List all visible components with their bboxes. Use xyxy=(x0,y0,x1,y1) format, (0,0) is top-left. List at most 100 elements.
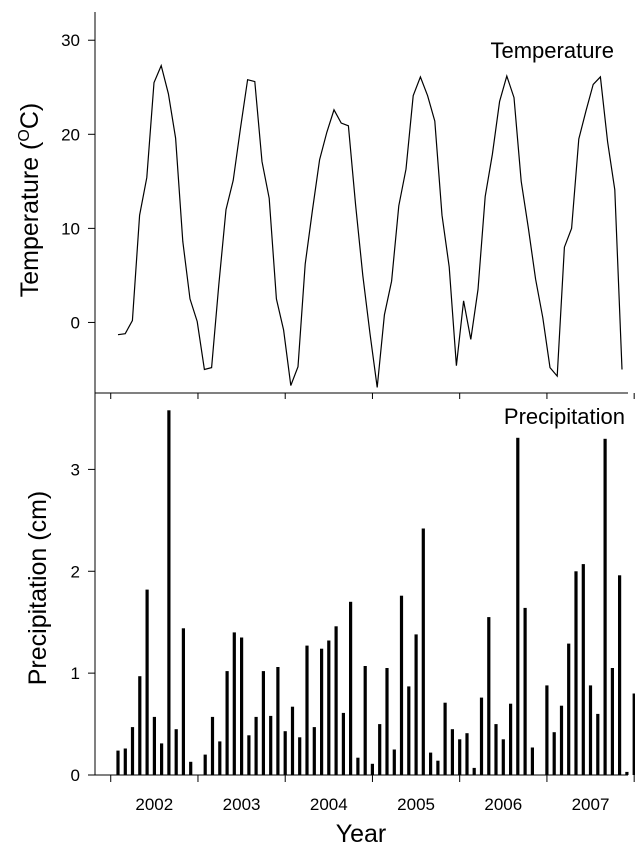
precipitation-bar xyxy=(465,733,469,775)
precipitation-bar xyxy=(392,749,396,775)
precipitation-bar xyxy=(509,703,513,775)
precipitation-bar xyxy=(240,637,244,775)
precipitation-bar xyxy=(269,715,273,775)
precipitation-bar xyxy=(501,739,505,775)
year-label: 2007 xyxy=(572,795,610,814)
precipitation-bar xyxy=(254,716,258,775)
precipitation-bar xyxy=(349,601,353,775)
precipitation-bar xyxy=(632,693,635,775)
precipitation-bar xyxy=(203,754,207,775)
temperature-y-tick-label: 30 xyxy=(61,31,80,50)
year-label: 2002 xyxy=(135,795,173,814)
precipitation-panel-title: Precipitation xyxy=(504,404,625,429)
precipitation-bar xyxy=(429,752,433,775)
temperature-y-label-text: Temperature ( xyxy=(16,141,44,297)
precipitation-bar xyxy=(450,729,454,775)
precipitation-bar xyxy=(610,668,614,775)
precipitation-bar xyxy=(152,716,156,775)
precipitation-bar xyxy=(290,706,295,775)
precipitation-bar xyxy=(298,737,302,775)
temperature-x-ticks xyxy=(110,393,635,399)
precipitation-y-tick-label: 0 xyxy=(71,766,80,785)
precipitation-x-ticks xyxy=(110,775,635,782)
x-axis-label: Year xyxy=(336,820,387,848)
precipitation-bar xyxy=(472,767,476,775)
precipitation-bar xyxy=(356,757,360,775)
precipitation-bar xyxy=(305,645,309,775)
precipitation-bar xyxy=(530,747,534,775)
precipitation-bar xyxy=(167,410,171,775)
precipitation-bar xyxy=(145,589,149,775)
precipitation-bar xyxy=(218,741,222,775)
precipitation-bar xyxy=(174,729,178,775)
precipitation-bar xyxy=(588,685,593,775)
precipitation-bar xyxy=(596,713,600,775)
year-label: 2005 xyxy=(397,795,435,814)
precipitation-bar xyxy=(625,771,629,775)
precipitation-bar xyxy=(479,697,484,775)
temperature-y-label-unit: C) xyxy=(16,103,44,129)
precipitation-y-tick-label: 1 xyxy=(71,664,80,683)
precipitation-bar xyxy=(320,648,324,775)
precipitation-panel: 0 1 2 3 2002 2003 2004 2005 2006 2007 Precipitat… xyxy=(24,393,635,848)
precipitation-bar xyxy=(487,617,491,775)
precipitation-bar xyxy=(603,438,607,775)
precipitation-bar xyxy=(312,727,316,775)
precipitation-bar xyxy=(516,437,520,775)
temperature-y-tick-label: 20 xyxy=(61,125,80,144)
precipitation-y-axis-label: Precipitation (cm) xyxy=(24,491,52,686)
temperature-y-tick-label: 0 xyxy=(71,313,80,332)
precipitation-bar xyxy=(443,702,447,775)
precipitation-bar xyxy=(225,671,229,775)
precipitation-bar xyxy=(261,671,265,775)
precipitation-bar xyxy=(399,595,404,775)
precipitation-y-tick-label: 2 xyxy=(71,562,80,581)
precipitation-bar xyxy=(363,666,367,775)
precipitation-bar xyxy=(247,735,251,775)
temperature-y-label-sup: O xyxy=(16,129,33,141)
precipitation-bars xyxy=(116,410,635,775)
precipitation-bar xyxy=(334,626,338,775)
precipitation-bar xyxy=(559,705,564,775)
year-label: 2006 xyxy=(484,795,522,814)
precipitation-bar xyxy=(494,724,498,775)
precipitation-bar xyxy=(130,727,135,775)
precipitation-bar xyxy=(123,748,127,775)
temperature-panel-title: Temperature xyxy=(490,38,614,63)
precipitation-bar xyxy=(414,634,418,775)
year-label: 2004 xyxy=(310,795,348,814)
precipitation-bar xyxy=(574,571,578,775)
precipitation-bar xyxy=(232,632,236,775)
precipitation-bar xyxy=(421,528,425,775)
year-label: 2003 xyxy=(223,795,261,814)
precipitation-bar xyxy=(210,716,215,775)
precipitation-bar xyxy=(283,731,287,775)
precipitation-bar xyxy=(327,640,331,775)
precipitation-bar xyxy=(189,761,193,775)
temperature-y-axis-label: Temperature (OC) xyxy=(16,103,44,297)
precipitation-bar xyxy=(458,739,462,775)
precipitation-bar xyxy=(370,763,374,775)
precipitation-bar xyxy=(436,760,440,775)
precipitation-bar xyxy=(407,686,411,775)
year-labels: 2002 2003 2004 2005 2006 2007 xyxy=(135,795,609,814)
temperature-series-line xyxy=(117,63,623,388)
precipitation-bar xyxy=(181,628,185,775)
precipitation-bar xyxy=(378,724,382,775)
precipitation-bar xyxy=(116,750,120,775)
precipitation-bar xyxy=(545,685,549,775)
precipitation-bar xyxy=(138,676,142,775)
precipitation-bar xyxy=(552,732,556,775)
precipitation-bar xyxy=(523,607,527,775)
precipitation-bar xyxy=(160,743,164,775)
precipitation-bar xyxy=(385,668,389,775)
precipitation-bar xyxy=(618,575,622,775)
precipitation-y-tick-label: 3 xyxy=(71,460,80,479)
temperature-y-tick-label: 10 xyxy=(61,219,80,238)
precipitation-y-ticks: 0 1 2 3 xyxy=(71,460,95,785)
precipitation-bar xyxy=(276,667,280,775)
precipitation-bar xyxy=(567,643,571,775)
temperature-y-ticks: 0 10 20 30 xyxy=(61,31,95,332)
precipitation-bar xyxy=(581,564,585,775)
